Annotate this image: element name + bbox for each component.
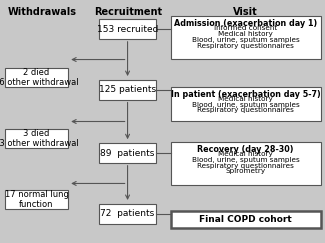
Text: In patient (exacerbation day 5-7): In patient (exacerbation day 5-7) — [171, 90, 320, 99]
Bar — [99, 80, 156, 100]
Bar — [99, 19, 156, 39]
Bar — [171, 16, 321, 59]
Text: Respiratory questionnaires: Respiratory questionnaires — [197, 43, 294, 49]
Text: Medical history: Medical history — [218, 31, 273, 37]
Text: 3 died
33 other withdrawal: 3 died 33 other withdrawal — [0, 129, 79, 148]
Bar — [99, 204, 156, 224]
Text: Medical history: Medical history — [218, 96, 273, 102]
Text: Blood, urine, sputum samples: Blood, urine, sputum samples — [192, 37, 300, 43]
Text: Informed consent: Informed consent — [214, 25, 277, 31]
Bar — [5, 129, 68, 148]
Text: Visit: Visit — [233, 7, 258, 17]
Text: 2 died
26 other withdrawal: 2 died 26 other withdrawal — [0, 68, 79, 87]
Bar — [99, 143, 156, 163]
Text: 125 patients: 125 patients — [99, 85, 156, 95]
Bar — [5, 68, 68, 87]
Text: 72  patients: 72 patients — [100, 209, 155, 218]
Text: Recovery (day 28-30): Recovery (day 28-30) — [198, 145, 294, 154]
Bar — [171, 211, 321, 228]
Text: Blood, urine, sputum samples: Blood, urine, sputum samples — [192, 102, 300, 108]
Text: 89  patients: 89 patients — [100, 148, 155, 158]
Text: Recruitment: Recruitment — [94, 7, 162, 17]
Bar — [171, 87, 321, 121]
Text: Blood, urine, sputum samples: Blood, urine, sputum samples — [192, 157, 300, 163]
Text: 153 recruited: 153 recruited — [97, 25, 158, 34]
Bar — [171, 142, 321, 185]
Text: Admission (exacerbation day 1): Admission (exacerbation day 1) — [174, 19, 317, 28]
Text: Final COPD cohort: Final COPD cohort — [199, 215, 292, 225]
Text: Respiratory questionnaires: Respiratory questionnaires — [197, 107, 294, 113]
Text: Respiratory questionnaires: Respiratory questionnaires — [197, 163, 294, 169]
Bar — [5, 190, 68, 209]
Text: Withdrawals: Withdrawals — [8, 7, 77, 17]
Text: Spirometry: Spirometry — [226, 168, 266, 174]
Text: 17 normal lung
function: 17 normal lung function — [5, 190, 69, 209]
Text: Medical history: Medical history — [218, 151, 273, 157]
